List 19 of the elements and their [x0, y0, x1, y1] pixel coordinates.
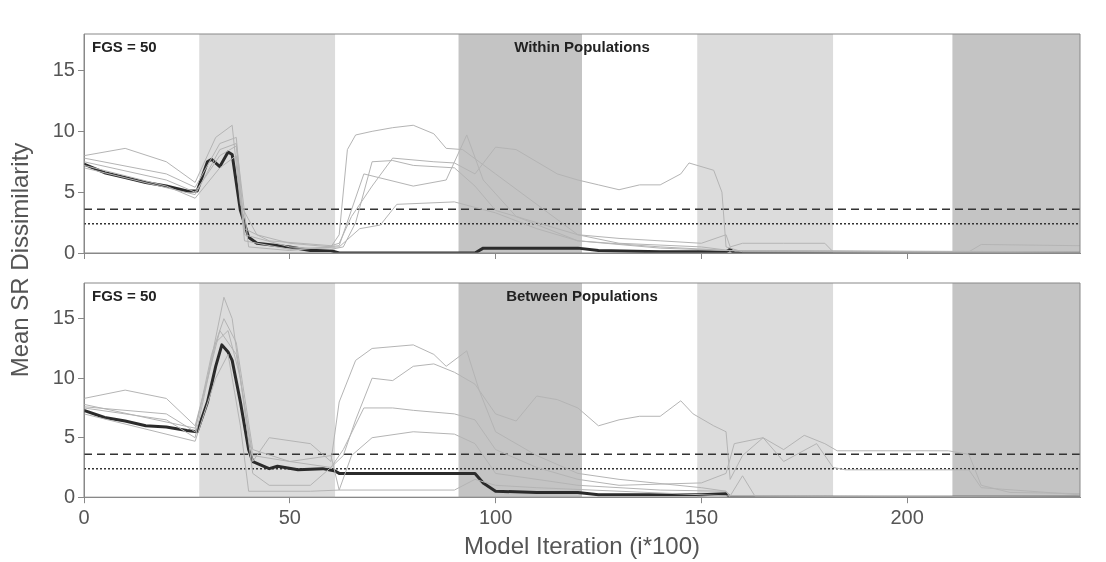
y-tick-label: 10 [52, 118, 75, 141]
y-tick-label: 5 [63, 425, 75, 448]
x-tick-label: 0 [78, 505, 90, 528]
annotation: Within Populations [514, 37, 650, 55]
y-tick-label: 15 [52, 306, 75, 329]
x-axis-title: Model Iteration (i*100) [463, 532, 701, 560]
y-tick-label: 5 [63, 179, 75, 202]
annotation: FGS = 50 [92, 37, 157, 55]
y-tick-label: 0 [63, 240, 75, 263]
x-tick-label: 150 [684, 505, 719, 528]
annotation: FGS = 50 [92, 286, 157, 304]
x-tick-label: 200 [890, 505, 924, 528]
y-tick-label: 10 [52, 365, 75, 388]
y-axis-title: Mean SR Dissimilarity [6, 142, 34, 378]
y-tick-label: 0 [63, 484, 75, 507]
annotation: Between Populations [506, 286, 658, 304]
x-tick-label: 50 [278, 505, 301, 528]
y-tick-label: 15 [52, 58, 75, 81]
x-tick-label: 100 [478, 505, 513, 528]
